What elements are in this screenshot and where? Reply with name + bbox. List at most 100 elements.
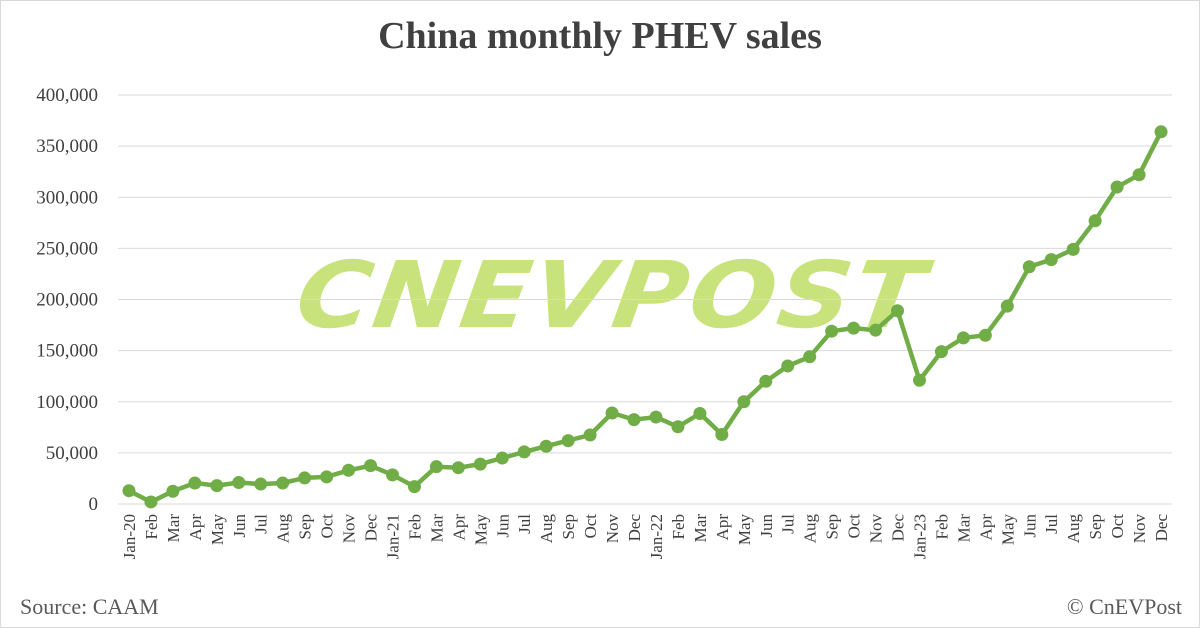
data-point <box>693 407 707 421</box>
x-tick-label: Feb <box>932 514 951 540</box>
x-tick-label: Jan-23 <box>910 514 929 559</box>
x-tick-label: Jul <box>252 514 271 534</box>
data-point <box>517 445 531 459</box>
data-point <box>495 451 509 465</box>
data-point <box>891 304 905 318</box>
data-point <box>1110 180 1124 194</box>
x-tick-label: Nov <box>1130 514 1149 544</box>
x-tick-label: Nov <box>340 514 359 544</box>
x-tick-label: Aug <box>801 514 820 544</box>
x-tick-label: Apr <box>713 514 732 541</box>
x-tick-label: Aug <box>274 514 293 544</box>
data-point <box>803 350 817 364</box>
data-point <box>605 406 619 420</box>
x-tick-label: Oct <box>1108 514 1127 539</box>
data-point <box>166 484 180 498</box>
data-point <box>473 457 487 471</box>
data-point <box>1088 214 1102 228</box>
data-point <box>737 395 751 409</box>
y-tick-label: 250,000 <box>36 238 98 259</box>
data-point <box>912 373 926 387</box>
data-point <box>1066 242 1080 256</box>
data-point <box>1000 299 1014 313</box>
x-tick-label: Aug <box>537 514 556 544</box>
x-tick-label: Dec <box>889 514 908 542</box>
x-tick-label: Oct <box>318 514 337 539</box>
y-tick-label: 50,000 <box>46 443 98 464</box>
x-tick-label: Jan-21 <box>383 514 402 559</box>
data-point <box>649 410 663 424</box>
y-tick-label: 400,000 <box>36 85 98 106</box>
gridlines <box>118 94 1172 505</box>
series-phev-sales <box>122 125 1168 509</box>
x-tick-label: Aug <box>1064 514 1083 544</box>
data-point <box>385 468 399 482</box>
x-tick-label: May <box>208 514 227 546</box>
data-point <box>869 323 883 337</box>
x-tick-label: May <box>735 514 754 546</box>
x-tick-label: Jun <box>757 514 776 538</box>
y-tick-label: 100,000 <box>36 392 98 413</box>
data-point <box>627 413 641 427</box>
data-point <box>825 324 839 338</box>
data-point <box>254 477 268 491</box>
x-tick-label: Sep <box>296 514 315 540</box>
watermark-logo: CNEVPOST <box>290 241 939 348</box>
x-tick-label: Nov <box>603 514 622 544</box>
data-point <box>342 463 356 477</box>
x-tick-label: Nov <box>867 514 886 544</box>
x-tick-label: Feb <box>405 514 424 540</box>
x-tick-label: Oct <box>845 514 864 539</box>
data-point <box>320 470 334 484</box>
data-point <box>1132 168 1146 182</box>
data-point <box>298 471 312 485</box>
x-tick-label: Dec <box>1152 514 1171 542</box>
x-tick-label: Jun <box>493 514 512 538</box>
data-point <box>978 328 992 342</box>
x-tick-label: Dec <box>362 514 381 542</box>
data-point <box>781 359 795 373</box>
y-axis-ticks: 0 50,000 100,000 150,000 200,000 250,000 300,0… <box>36 85 98 515</box>
y-tick-label: 350,000 <box>36 136 98 157</box>
x-tick-label: Jun <box>230 514 249 538</box>
data-point <box>429 460 443 474</box>
y-tick-label: 200,000 <box>36 290 98 311</box>
data-point <box>451 461 465 475</box>
data-point <box>122 484 136 498</box>
x-tick-label: Sep <box>559 514 578 540</box>
data-point <box>276 476 290 490</box>
x-tick-label: Apr <box>449 514 468 541</box>
x-tick-label: Jul <box>1042 514 1061 534</box>
x-tick-label: Jan-20 <box>120 514 139 559</box>
data-point <box>1044 253 1058 267</box>
y-tick-label: 150,000 <box>36 341 98 362</box>
x-tick-label: Dec <box>625 514 644 542</box>
x-tick-label: Feb <box>669 514 688 540</box>
source-note: Source: CAAM <box>20 594 159 619</box>
data-point <box>407 480 421 494</box>
data-point <box>188 476 202 490</box>
x-tick-label: Jul <box>515 514 534 534</box>
x-axis-ticks: Jan-20 Feb Mar Apr May Jun Jul Aug Sep Oct Nov Dec J… <box>120 514 1171 560</box>
data-point <box>364 459 378 473</box>
y-tick-label: 0 <box>89 494 99 515</box>
x-tick-label: Sep <box>823 514 842 540</box>
x-tick-label: Jan-22 <box>647 514 666 559</box>
data-point <box>210 479 224 493</box>
data-point <box>144 495 158 509</box>
x-tick-label: Jul <box>779 514 798 534</box>
data-point <box>583 428 597 442</box>
data-point <box>847 321 861 335</box>
credit-note: © CnEVPost <box>1066 594 1182 619</box>
x-tick-label: Feb <box>142 514 161 540</box>
x-tick-label: Mar <box>164 514 183 543</box>
data-point <box>956 331 970 345</box>
y-tick-label: 300,000 <box>36 187 98 208</box>
x-tick-label: Apr <box>976 514 995 541</box>
x-tick-label: May <box>998 514 1017 546</box>
x-tick-label: Mar <box>691 514 710 543</box>
x-tick-label: Apr <box>186 514 205 541</box>
data-point <box>671 420 685 434</box>
data-point <box>1022 260 1036 274</box>
